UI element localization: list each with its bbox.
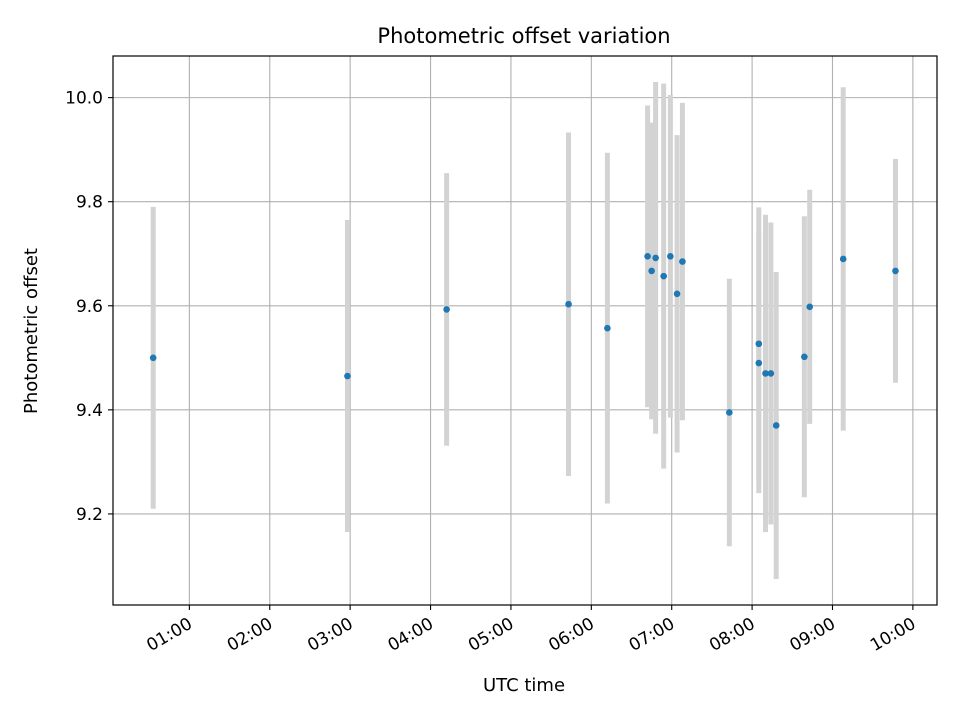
- data-point: [806, 303, 814, 311]
- data-point: [755, 359, 763, 367]
- grid-lines: [113, 56, 937, 605]
- chart-title: Photometric offset variation: [377, 24, 670, 48]
- data-point: [652, 254, 659, 262]
- data-point: [604, 324, 611, 332]
- data-point: [772, 422, 780, 429]
- data-points: [149, 253, 899, 429]
- data-point: [344, 372, 351, 380]
- data-point: [755, 340, 763, 348]
- data-point: [762, 370, 769, 377]
- data-point: [839, 255, 847, 263]
- data-point: [726, 409, 733, 416]
- data-point: [644, 253, 651, 260]
- data-point: [565, 300, 572, 308]
- y-axis-label: Photometric offset: [21, 248, 42, 414]
- data-point: [801, 353, 808, 361]
- data-point: [443, 306, 450, 313]
- y-axis-ticks: 9.2 9.4 9.6 9.8 10.0: [65, 89, 113, 525]
- data-point: [648, 267, 655, 275]
- data-point: [660, 272, 667, 280]
- data-point: [767, 370, 775, 377]
- y-tick-label: 10.0: [65, 89, 103, 109]
- x-axis-label: UTC time: [483, 675, 565, 696]
- y-tick-label: 9.4: [76, 401, 103, 421]
- data-point: [673, 290, 681, 298]
- y-tick-label: 9.6: [76, 297, 103, 317]
- data-point: [679, 258, 686, 265]
- data-point: [149, 354, 157, 362]
- data-point: [892, 267, 899, 275]
- y-tick-label: 9.8: [76, 193, 103, 213]
- y-tick-label: 9.2: [76, 505, 103, 525]
- plot-frame: [112, 55, 938, 606]
- data-point: [667, 253, 674, 260]
